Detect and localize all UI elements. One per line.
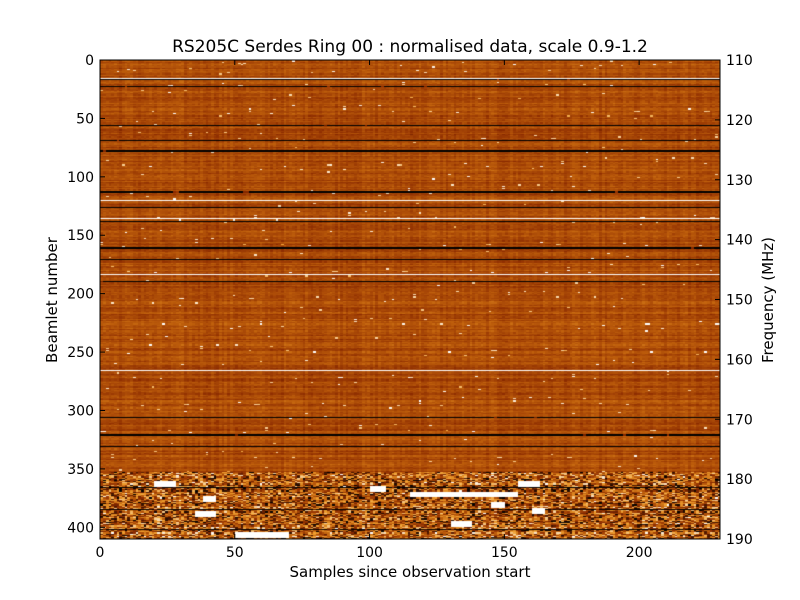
y2-tick-label: 190: [726, 532, 753, 548]
y-tick-label: 0: [85, 53, 94, 69]
plot-area: [99, 59, 721, 540]
y-axis-ticks: 0 50 100 150 200 250 300 350 400: [67, 53, 105, 536]
y2-tick-label: 130: [726, 173, 753, 189]
y2-tick-label: 140: [726, 233, 753, 249]
y-tick-label: 300: [67, 403, 94, 419]
y-tick-label: 250: [67, 345, 94, 361]
y2-axis-ticks: 110 120 130 140 150 160 170 180 190: [715, 53, 753, 548]
x-tick-label: 100: [356, 545, 383, 561]
y-tick-label: 50: [76, 111, 94, 127]
x-axis-label: Samples since observation start: [290, 563, 531, 581]
heatmap-image-holder: [100, 60, 720, 539]
x-tick-label: 0: [96, 545, 105, 561]
x-axis-ticks: 0 50 100 150 200: [96, 60, 653, 561]
y2-tick-label: 120: [726, 113, 753, 129]
x-tick-label: 150: [491, 545, 518, 561]
y-tick-label: 400: [67, 520, 94, 536]
y2-tick-label: 170: [726, 412, 753, 428]
y-axis-label: Beamlet number: [43, 236, 61, 363]
y2-tick-label: 110: [726, 53, 753, 69]
heatmap-image: [100, 60, 720, 539]
y-tick-label: 200: [67, 287, 94, 303]
x-tick-label: 200: [626, 545, 653, 561]
y2-tick-label: 150: [726, 293, 753, 309]
y-tick-label: 150: [67, 228, 94, 244]
y2-tick-label: 160: [726, 352, 753, 368]
chart-title: RS205C Serdes Ring 00 : normalised data,…: [172, 37, 648, 57]
y-tick-label: 350: [67, 462, 94, 478]
y2-axis-label: Frequency (MHz): [759, 237, 777, 363]
x-tick-label: 50: [226, 545, 244, 561]
y2-tick-label: 180: [726, 472, 753, 488]
y-tick-label: 100: [67, 170, 94, 186]
